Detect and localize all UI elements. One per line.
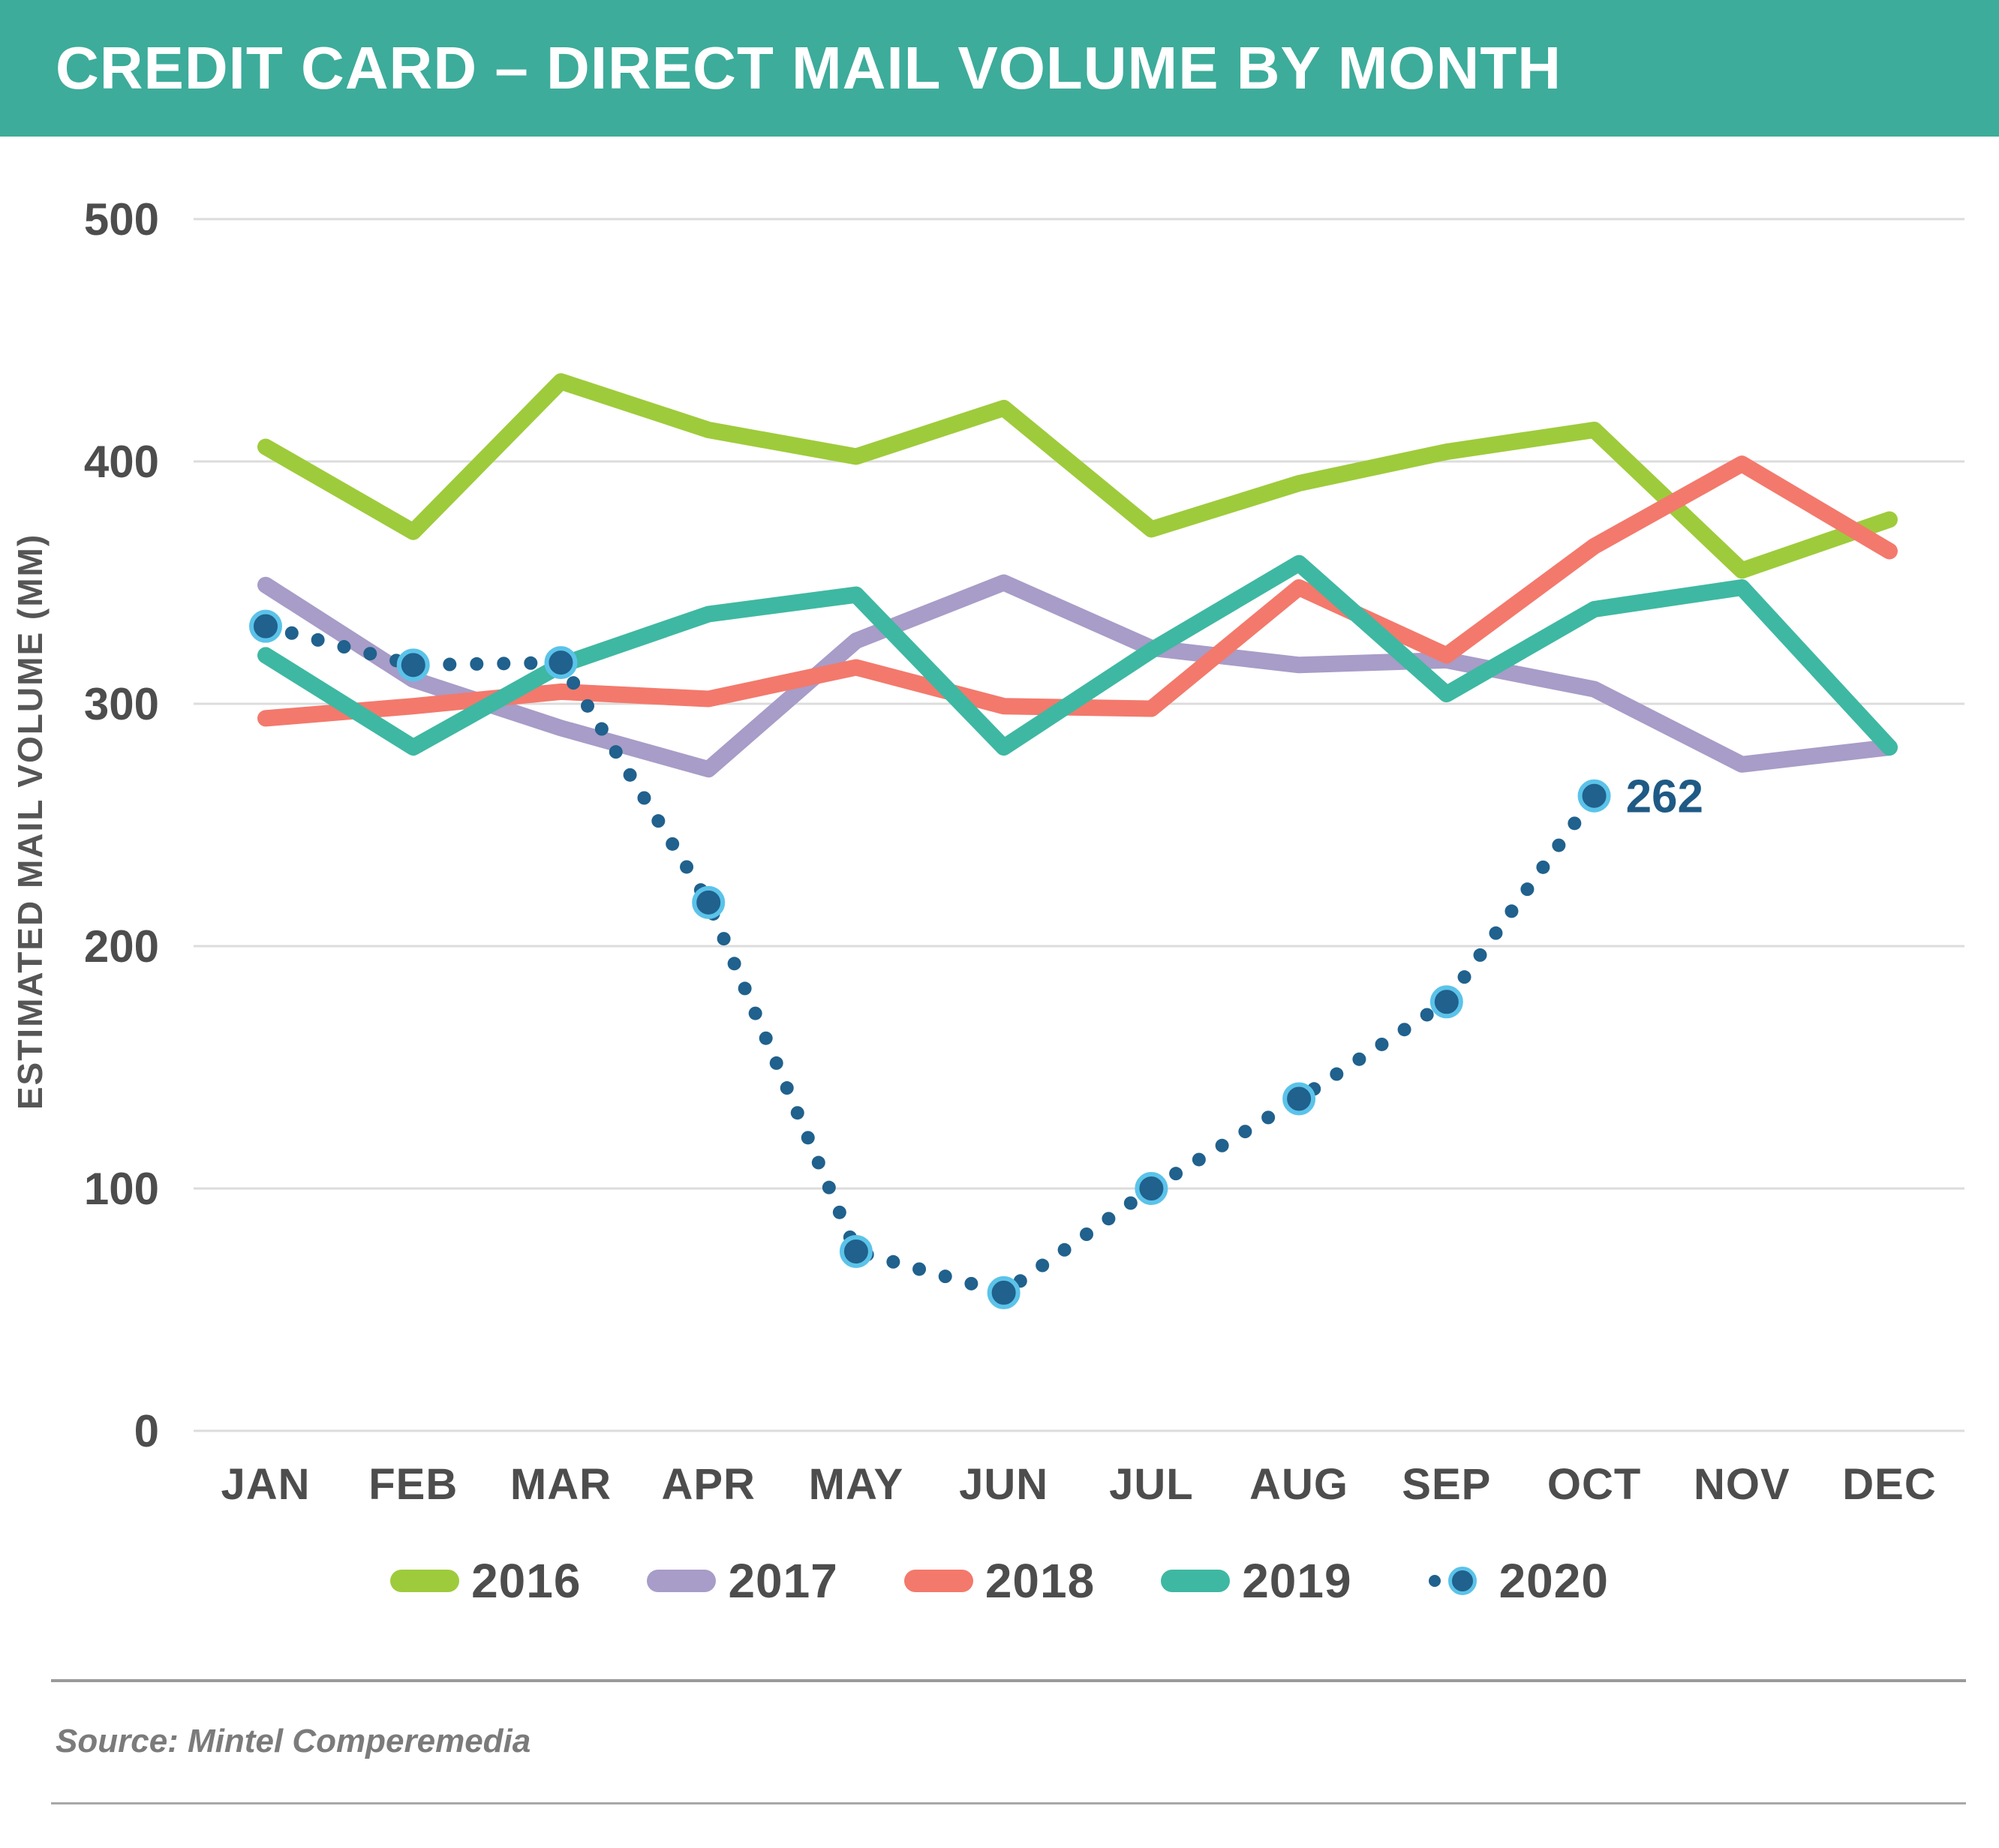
series-line-2016 xyxy=(257,373,1898,579)
series-2020-marker-jul xyxy=(1135,1172,1168,1205)
series-2020-marker-sep xyxy=(1429,985,1463,1019)
x-tick-label-jul: JUL xyxy=(1109,1460,1194,1509)
x-tick-label-sep: SEP xyxy=(1402,1460,1491,1509)
legend-label-2016: 2016 xyxy=(471,1554,582,1608)
series-line-2018 xyxy=(257,455,1898,727)
series-2020-marker-jan xyxy=(249,609,282,643)
source-text: Source: Mintel Comperemedia xyxy=(56,1723,531,1759)
series-2020-marker-jun xyxy=(987,1276,1021,1309)
x-tick-label-jan: JAN xyxy=(221,1460,310,1509)
series-line-2019 xyxy=(257,554,1898,756)
legend-chip-icon-2016 xyxy=(390,1570,460,1592)
x-tick-label-apr: APR xyxy=(661,1460,755,1509)
series-2020-marker-apr xyxy=(692,885,726,919)
series-2020-marker-mar xyxy=(544,646,578,680)
legend-chip-icon-2018 xyxy=(903,1570,973,1592)
legend-item-2020: 2020 xyxy=(1418,1553,1609,1609)
legend-item-2017: 2017 xyxy=(647,1553,837,1609)
title-banner: CREDIT CARD – DIRECT MAIL VOLUME BY MONT… xyxy=(0,0,1999,137)
legend-small-dot-icon xyxy=(1428,1575,1441,1587)
x-tick-label-mar: MAR xyxy=(510,1460,612,1509)
divider-bottom xyxy=(51,1802,1966,1804)
y-tick-label-500: 500 xyxy=(84,194,159,245)
legend-item-2018: 2018 xyxy=(903,1553,1096,1609)
x-tick-label-jun: JUN xyxy=(959,1460,1048,1509)
x-tick-label-aug: AUG xyxy=(1249,1460,1348,1509)
legend-label-2020: 2020 xyxy=(1498,1554,1609,1608)
x-tick-label-oct: OCT xyxy=(1547,1460,1641,1509)
divider-top xyxy=(51,1679,1966,1682)
legend-item-2019: 2019 xyxy=(1161,1553,1351,1609)
legend-dotted-icon-2020 xyxy=(1418,1567,1487,1595)
legend-chip-icon-2017 xyxy=(647,1570,717,1592)
y-tick-label-200: 200 xyxy=(84,921,159,972)
x-tick-label-feb: FEB xyxy=(368,1460,458,1509)
series-2020-marker-feb xyxy=(396,648,430,682)
legend-label-2018: 2018 xyxy=(984,1554,1096,1608)
legend-big-dot-icon xyxy=(1447,1567,1477,1595)
y-axis-title: ESTIMATED MAIL VOLUME (MM) xyxy=(11,533,50,1110)
x-tick-label-may: MAY xyxy=(809,1460,904,1509)
series-2020-marker-aug xyxy=(1282,1082,1316,1116)
series-2020-marker-may xyxy=(839,1234,873,1268)
page-title: CREDIT CARD – DIRECT MAIL VOLUME BY MONT… xyxy=(56,35,1562,101)
y-tick-label-400: 400 xyxy=(84,437,159,487)
legend-chip-icon-2019 xyxy=(1161,1570,1231,1592)
series-2020-marker-oct xyxy=(1577,779,1611,813)
legend-item-2016: 2016 xyxy=(390,1553,581,1609)
source-block: Source: Mintel Comperemedia xyxy=(0,1679,1999,1804)
series-line-2017 xyxy=(257,574,1898,778)
y-tick-label-0: 0 xyxy=(134,1406,159,1456)
y-tick-label-300: 300 xyxy=(84,679,159,729)
chart-legend: 2016 2017 2018 2019 2020 xyxy=(0,1547,1999,1615)
legend-label-2017: 2017 xyxy=(728,1554,838,1608)
x-tick-label-nov: NOV xyxy=(1694,1460,1790,1509)
legend-label-2019: 2019 xyxy=(1242,1554,1352,1608)
x-tick-label-dec: DEC xyxy=(1842,1460,1936,1509)
y-tick-label-100: 100 xyxy=(84,1164,159,1214)
annotation-262: 262 xyxy=(1626,771,1703,823)
